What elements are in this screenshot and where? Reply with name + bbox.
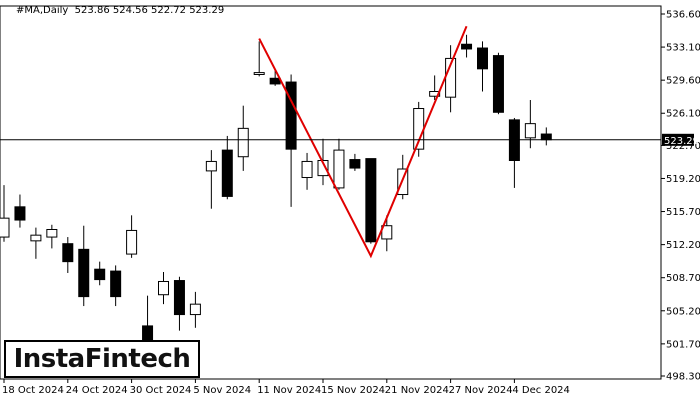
- candle: [524, 100, 536, 149]
- y-tick-label: 515.70: [666, 207, 700, 218]
- candle-body: [349, 159, 361, 169]
- candle: [333, 138, 345, 190]
- candle-body: [0, 217, 10, 238]
- current-price-tag-text: 523.29: [664, 136, 699, 147]
- candle: [253, 41, 265, 77]
- candle: [62, 237, 74, 273]
- y-tick-label: 519.20: [666, 174, 700, 185]
- candle: [189, 291, 201, 328]
- candle-body: [477, 47, 488, 70]
- y-tick-label: 501.70: [666, 339, 700, 350]
- candle-body: [317, 160, 329, 177]
- candle-body: [381, 225, 393, 240]
- candle-body: [62, 243, 74, 263]
- candle: [14, 194, 26, 228]
- candle-body: [365, 158, 377, 243]
- candle-body: [429, 91, 441, 97]
- y-tick-label: 536.60: [666, 10, 700, 21]
- double-top-pattern-line: [258, 25, 468, 259]
- candle: [94, 261, 106, 286]
- candle: [492, 52, 504, 115]
- candle-body: [492, 55, 504, 113]
- current-price-tag-bg: [662, 133, 694, 146]
- y-tick-label: 498.30: [666, 372, 700, 383]
- x-tick-label: 21 Nov 2024: [385, 385, 449, 396]
- y-axis: 536.60 533.10 529.60 526.10 522.70 519.20 515.…: [661, 10, 700, 383]
- candle-body: [189, 303, 201, 316]
- candle-body: [285, 81, 297, 150]
- candle: [349, 153, 361, 171]
- candle: [205, 150, 217, 209]
- candle-body: [94, 268, 106, 281]
- x-tick-label: 11 Nov 2024: [257, 385, 321, 396]
- candle: [508, 117, 520, 188]
- candle-body: [269, 77, 281, 85]
- plot-frame: [0, 5, 662, 380]
- candle: [285, 74, 297, 207]
- y-tick-label: 529.60: [666, 76, 700, 87]
- instafintech-logo: InstaFintech: [13, 344, 191, 374]
- y-tick-label: 522.70: [666, 141, 700, 152]
- candle-body: [30, 234, 42, 242]
- candle-body: [301, 160, 313, 179]
- x-tick-label: 27 Nov 2024: [449, 385, 513, 396]
- candle-body: [461, 43, 473, 50]
- candle: [540, 127, 552, 146]
- x-tick-label: 15 Nov 2024: [321, 385, 385, 396]
- candle-body: [158, 280, 169, 296]
- candle-body: [14, 206, 26, 221]
- candle-body: [253, 72, 265, 75]
- x-tick-label: 4 Dec 2024: [512, 385, 570, 396]
- x-tick-label: 24 Oct 2024: [66, 385, 128, 396]
- logo-box: InstaFintech: [4, 340, 200, 378]
- candle: [221, 135, 233, 200]
- candle: [78, 225, 90, 307]
- candle-body: [221, 149, 233, 197]
- y-tick-label: 508.70: [666, 273, 700, 284]
- x-tick-label: 18 Oct 2024: [2, 385, 64, 396]
- candle-body: [333, 149, 345, 189]
- candle: [237, 105, 249, 171]
- candle: [429, 75, 441, 101]
- y-tick-label: 526.10: [666, 109, 700, 120]
- candle: [30, 227, 42, 259]
- x-tick-label: 30 Oct 2024: [130, 385, 192, 396]
- x-tick-label: 5 Nov 2024: [193, 385, 251, 396]
- candle: [173, 276, 185, 331]
- chart-title: #MA,Daily 523.86 524.56 522.72 523.29: [16, 5, 225, 16]
- pattern-lines: [258, 25, 468, 259]
- candle-body: [173, 280, 185, 316]
- candle: [126, 215, 138, 258]
- candle-body: [46, 228, 58, 238]
- candle: [365, 158, 377, 244]
- candle-body: [126, 229, 138, 255]
- candle-body: [237, 127, 249, 158]
- candle: [110, 265, 122, 307]
- candle-body: [540, 133, 552, 141]
- candle: [0, 185, 10, 242]
- candle-body: [524, 123, 536, 139]
- candle: [301, 152, 313, 190]
- candle: [381, 215, 393, 252]
- x-axis: 18 Oct 2024 24 Oct 2024 30 Oct 2024 5 Nov 2…: [2, 379, 570, 396]
- candle: [477, 41, 488, 92]
- current-price-tag: 523.29: [662, 133, 699, 147]
- y-tick-label: 512.20: [666, 240, 700, 251]
- candle: [46, 224, 58, 249]
- candle-body: [205, 160, 217, 172]
- candle-body: [78, 248, 90, 298]
- candle: [461, 34, 473, 58]
- candles-group: [0, 34, 552, 355]
- y-tick-label: 533.10: [666, 43, 700, 54]
- candle: [158, 272, 169, 305]
- y-tick-label: 505.20: [666, 306, 700, 317]
- candle-body: [110, 270, 122, 298]
